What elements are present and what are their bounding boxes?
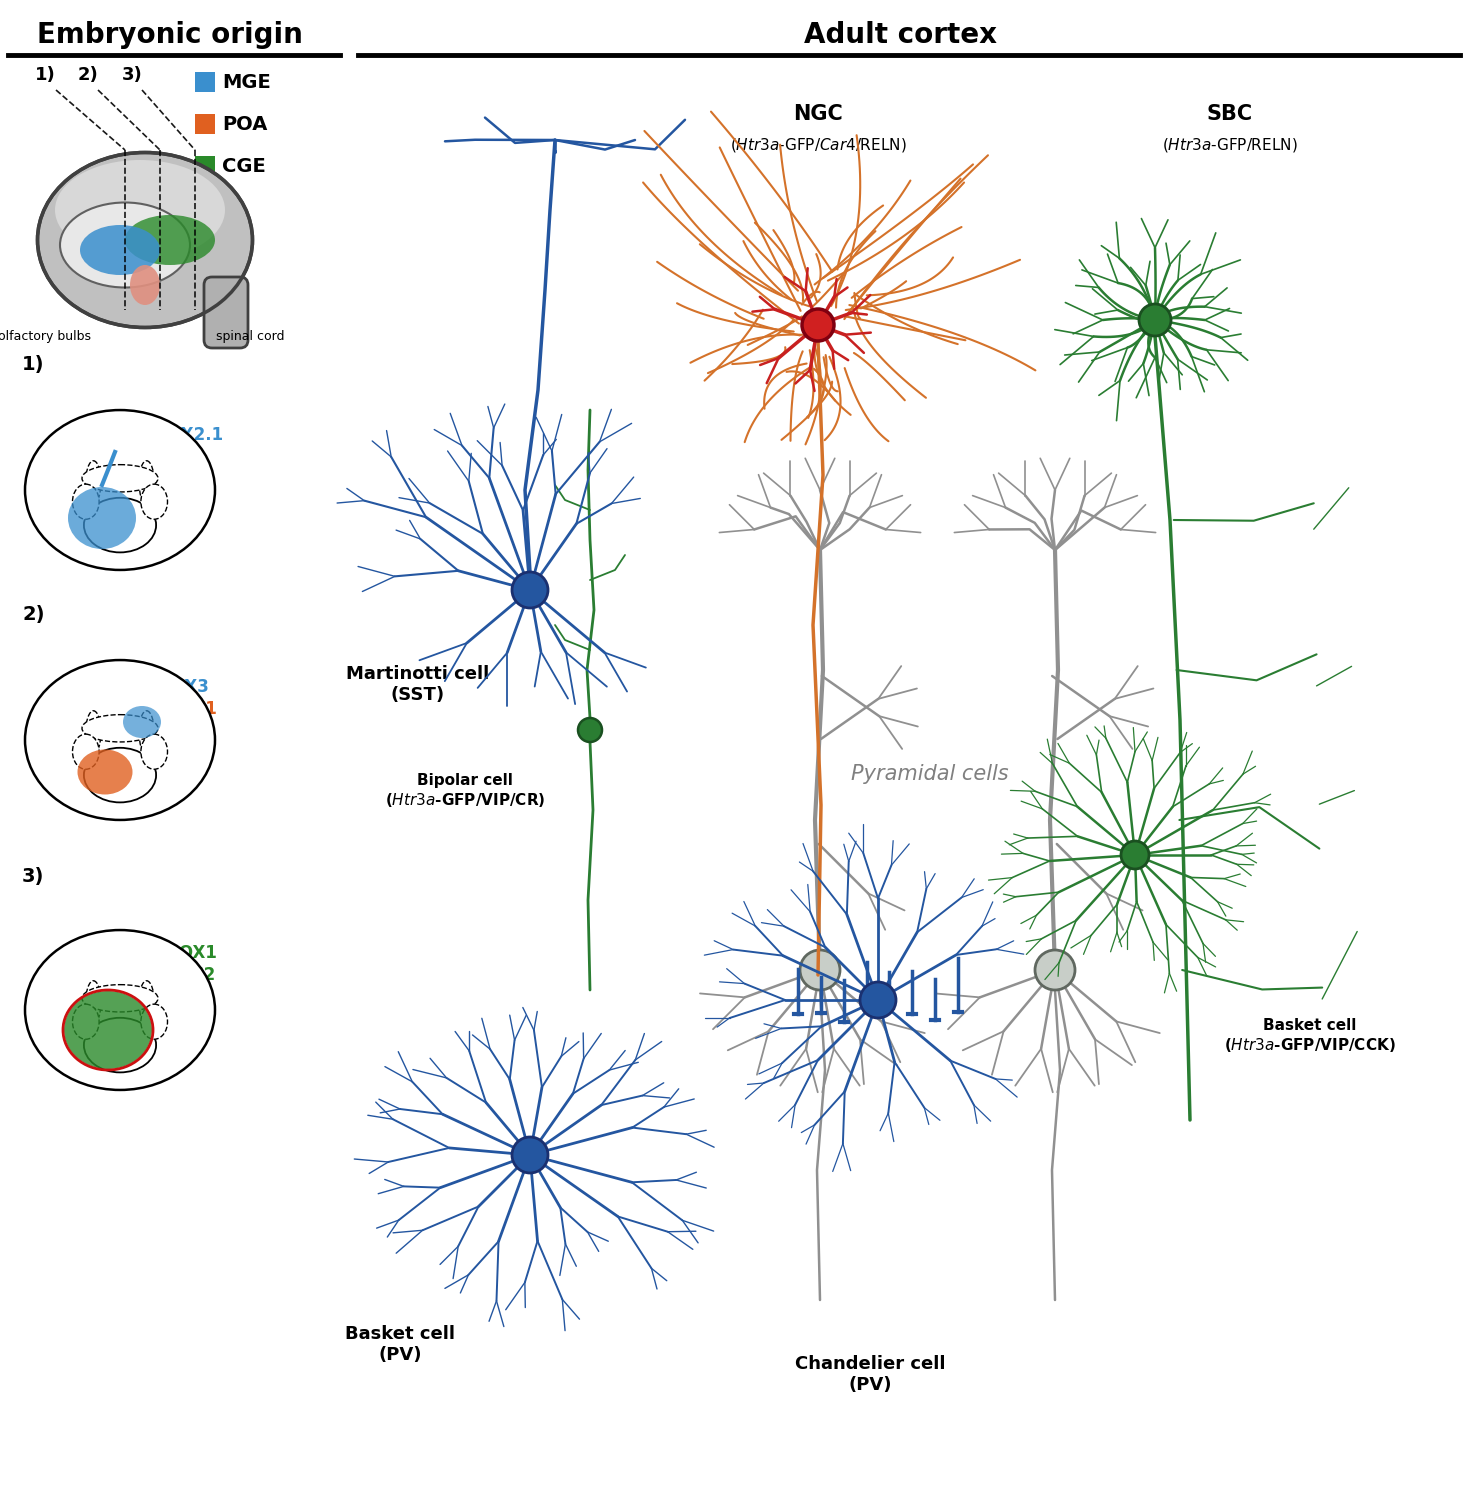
Circle shape [802,309,834,340]
Text: MGE: MGE [222,72,270,92]
Text: NKX2.1: NKX2.1 [156,426,225,444]
Ellipse shape [25,930,214,1090]
Text: 1): 1) [22,356,44,374]
Text: spinal cord: spinal cord [216,330,285,344]
Circle shape [512,1137,548,1173]
Text: 3): 3) [122,66,142,84]
Bar [195,156,214,176]
Circle shape [1035,950,1075,990]
Circle shape [1139,304,1171,336]
Ellipse shape [139,981,154,1023]
Ellipse shape [123,706,161,738]
Text: Embryonic origin: Embryonic origin [37,21,302,50]
Text: 3): 3) [22,867,44,886]
Text: 1): 1) [35,66,56,84]
Ellipse shape [131,266,160,305]
Ellipse shape [65,992,153,1070]
Ellipse shape [54,160,225,260]
Text: SP8: SP8 [156,988,191,1006]
Ellipse shape [85,460,101,504]
Ellipse shape [72,734,100,770]
Text: NR2F2: NR2F2 [156,722,216,740]
Ellipse shape [141,734,167,770]
Ellipse shape [82,984,159,1012]
Circle shape [800,950,840,990]
Ellipse shape [84,748,156,802]
Ellipse shape [72,484,100,519]
Circle shape [1122,842,1149,868]
Text: NR2F2: NR2F2 [156,966,216,984]
Text: POA: POA [222,114,267,134]
Text: SOX6: SOX6 [156,470,206,488]
Text: SBC: SBC [1207,104,1254,125]
Ellipse shape [141,484,167,519]
Ellipse shape [82,714,159,742]
Text: Pyramidal cells: Pyramidal cells [851,764,1009,784]
Ellipse shape [38,153,252,327]
Text: Basket cell
($\it{Htr3a}$-GFP/VIP/CCK): Basket cell ($\it{Htr3a}$-GFP/VIP/CCK) [1224,1019,1396,1054]
Text: olfactory bulbs: olfactory bulbs [0,330,91,344]
Text: 2): 2) [78,66,98,84]
Ellipse shape [125,214,214,266]
Ellipse shape [84,1019,156,1072]
Text: Bipolar cell
($\it{Htr3a}$-GFP/VIP/CR): Bipolar cell ($\it{Htr3a}$-GFP/VIP/CR) [385,772,545,808]
Bar [195,72,214,92]
Text: Basket cell
(PV): Basket cell (PV) [345,1324,455,1364]
Text: Chandelier cell
(PV): Chandelier cell (PV) [794,1354,945,1394]
Ellipse shape [139,460,154,504]
Circle shape [512,572,548,608]
Ellipse shape [25,410,214,570]
Circle shape [578,718,602,742]
Ellipse shape [141,1004,167,1040]
FancyBboxPatch shape [204,278,248,348]
Ellipse shape [72,1004,100,1040]
Text: 2): 2) [22,604,44,624]
Ellipse shape [85,981,101,1023]
Text: PROX1: PROX1 [156,700,217,718]
Ellipse shape [82,465,159,492]
Ellipse shape [84,498,156,552]
Text: Martinotti cell
(SST): Martinotti cell (SST) [346,664,490,704]
Ellipse shape [139,711,154,753]
Text: CGE: CGE [222,156,266,176]
Ellipse shape [79,225,160,274]
Text: ($\it{Htr3a}$-GFP/$\it{Car4}$/RELN): ($\it{Htr3a}$-GFP/$\it{Car4}$/RELN) [730,136,906,154]
Ellipse shape [68,488,137,549]
Ellipse shape [60,202,189,288]
Bar [195,114,214,134]
Text: ($\it{Htr3a}$-GFP/RELN): ($\it{Htr3a}$-GFP/RELN) [1163,136,1298,154]
Text: Adult cortex: Adult cortex [803,21,997,50]
Ellipse shape [25,660,214,820]
Text: PROX1: PROX1 [156,944,217,962]
Ellipse shape [78,750,132,795]
Circle shape [860,982,895,1018]
Ellipse shape [85,711,101,753]
Text: HMX3: HMX3 [156,678,210,696]
Text: LHX6: LHX6 [156,448,204,466]
Text: NGC: NGC [793,104,843,125]
